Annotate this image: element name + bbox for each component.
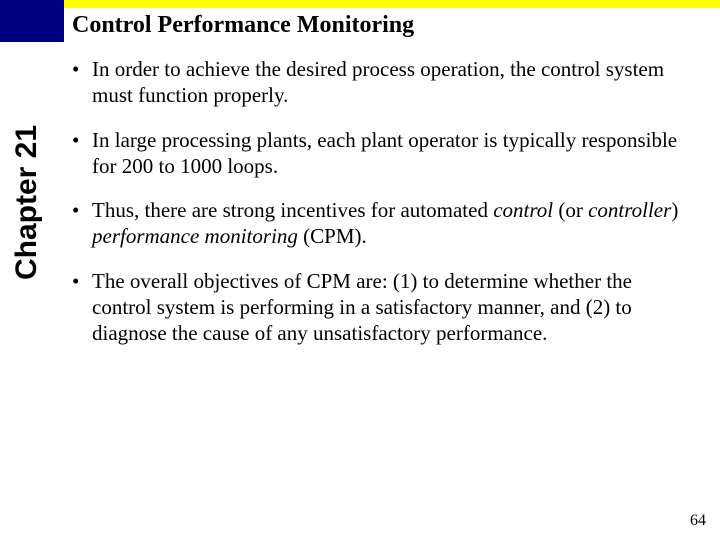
bullet-text: Thus, there are strong incentives for au…: [92, 198, 493, 222]
corner-box: [0, 0, 64, 42]
bullet-item: The overall objectives of CPM are: (1) t…: [72, 268, 696, 347]
bullet-text: In order to achieve the desired process …: [92, 57, 664, 107]
bullet-text: (or: [553, 198, 588, 222]
slide: Chapter 21 Control Performance Monitorin…: [0, 0, 720, 540]
top-accent-bar: [0, 0, 720, 8]
bullet-text: ): [671, 198, 678, 222]
bullet-list: In order to achieve the desired process …: [72, 56, 696, 346]
bullet-text: The overall objectives of CPM are: (1) t…: [92, 269, 632, 346]
chapter-label: Chapter 21: [10, 125, 44, 280]
bullet-item: In large processing plants, each plant o…: [72, 127, 696, 180]
slide-title: Control Performance Monitoring: [72, 12, 414, 39]
bullet-text: (CPM).: [298, 224, 367, 248]
bullet-text-italic: performance monitoring: [92, 224, 298, 248]
bullet-item: Thus, there are strong incentives for au…: [72, 197, 696, 250]
bullet-text: In large processing plants, each plant o…: [92, 128, 677, 178]
page-number: 64: [690, 512, 706, 530]
slide-content: In order to achieve the desired process …: [72, 56, 696, 364]
bullet-text-italic: control: [493, 198, 553, 222]
bullet-item: In order to achieve the desired process …: [72, 56, 696, 109]
bullet-text-italic: controller: [588, 198, 671, 222]
